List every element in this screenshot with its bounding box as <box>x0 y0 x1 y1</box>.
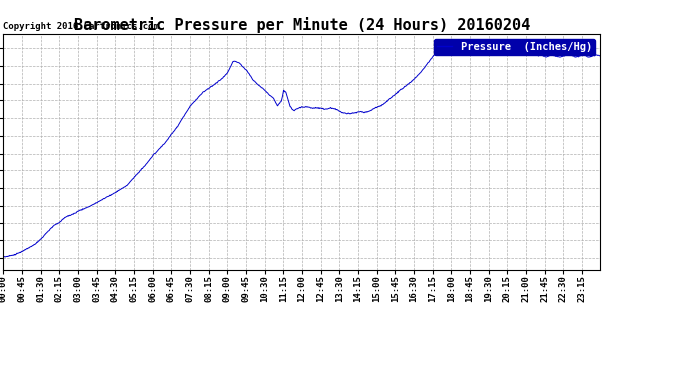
Title: Barometric Pressure per Minute (24 Hours) 20160204: Barometric Pressure per Minute (24 Hours… <box>74 16 530 33</box>
Legend: Pressure  (Inches/Hg): Pressure (Inches/Hg) <box>433 39 595 55</box>
Text: Copyright 2016 Cartronics.com: Copyright 2016 Cartronics.com <box>3 22 159 32</box>
